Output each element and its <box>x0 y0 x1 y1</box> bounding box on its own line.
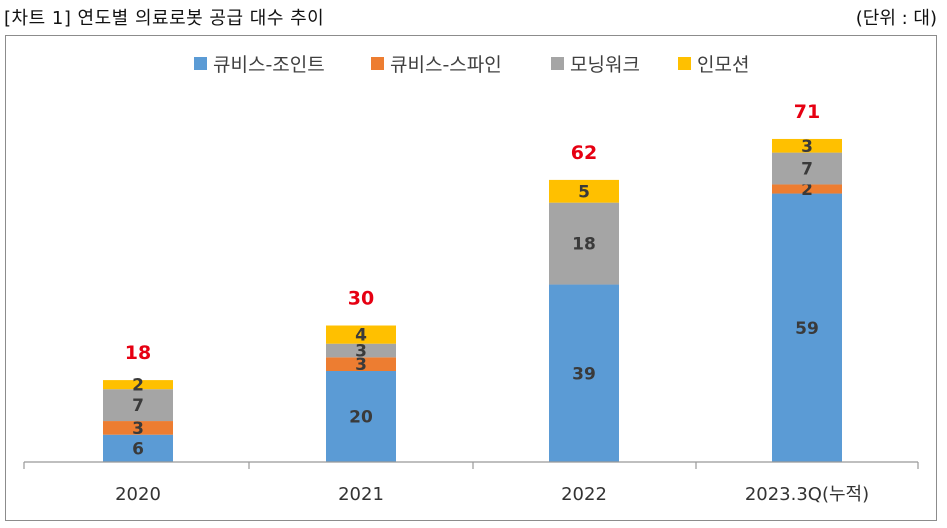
legend-swatch-3 <box>678 57 691 70</box>
legend-swatch-1 <box>371 57 384 70</box>
x-tick-label-2: 2022 <box>561 484 607 505</box>
legend-swatch-2 <box>551 57 564 70</box>
total-label-2: 62 <box>571 142 597 164</box>
total-label-0: 18 <box>125 342 151 364</box>
x-axis: 2020 2021 2022 2023.3Q(누적) <box>23 461 919 505</box>
bar-segment-2-3 <box>549 179 619 203</box>
bar-segment-1-1 <box>326 357 396 371</box>
segment-label-2-2: 18 <box>572 235 596 255</box>
segment-label-1-3: 4 <box>355 326 367 346</box>
x-tick-label-3: 2023.3Q(누적) <box>745 484 869 505</box>
bar-segment-1-0 <box>326 371 396 462</box>
segment-label-0-0: 6 <box>132 439 144 459</box>
segment-label-0-3: 2 <box>132 376 144 396</box>
total-label-1: 30 <box>348 288 374 310</box>
segment-label-3-0: 59 <box>795 319 819 339</box>
bar-segment-1-3 <box>326 325 396 344</box>
segment-label-1-1: 3 <box>355 355 367 375</box>
segment-label-1-0: 20 <box>349 408 373 428</box>
x-tick-label-1: 2021 <box>338 484 384 505</box>
segment-label-2-3: 5 <box>578 182 590 202</box>
chart-title: [차트 1] 연도별 의료로봇 공급 대수 추이 <box>4 8 325 29</box>
segment-label-1-2: 3 <box>355 342 367 362</box>
chart-frame <box>5 35 937 521</box>
segment-label-3-1: 2 <box>801 180 813 200</box>
total-label-3: 71 <box>794 101 820 123</box>
bar-segment-3-3 <box>772 138 842 153</box>
bar-segment-3-0 <box>772 193 842 463</box>
unit-label: (단위 : 대) <box>855 8 937 29</box>
legend-swatch-0 <box>194 57 207 70</box>
bar-segment-2-2 <box>549 202 619 285</box>
bar-segment-0-1 <box>103 421 173 435</box>
segment-label-0-1: 3 <box>132 419 144 439</box>
segment-label-2-0: 39 <box>572 364 596 384</box>
bar-segment-0-0 <box>103 434 173 462</box>
legend: 큐비스-조인트 큐비스-스파인 모닝워크 인모션 <box>194 54 749 76</box>
segment-label-3-3: 3 <box>801 137 813 157</box>
legend-label-3: 인모션 <box>697 54 749 76</box>
bar-segment-2-0 <box>549 284 619 462</box>
x-tick-label-0: 2020 <box>115 484 161 505</box>
bar-segment-3-2 <box>772 152 842 185</box>
legend-label-1: 큐비스-스파인 <box>390 54 502 76</box>
segment-label-3-2: 7 <box>801 160 813 180</box>
legend-label-0: 큐비스-조인트 <box>213 54 325 76</box>
segment-label-0-2: 7 <box>132 396 144 416</box>
bar-segment-1-2 <box>326 343 396 358</box>
legend-label-2: 모닝워크 <box>570 54 640 76</box>
bar-segment-0-2 <box>103 389 173 422</box>
bar-segment-0-3 <box>103 380 173 390</box>
bar-segment-3-1 <box>772 184 842 194</box>
